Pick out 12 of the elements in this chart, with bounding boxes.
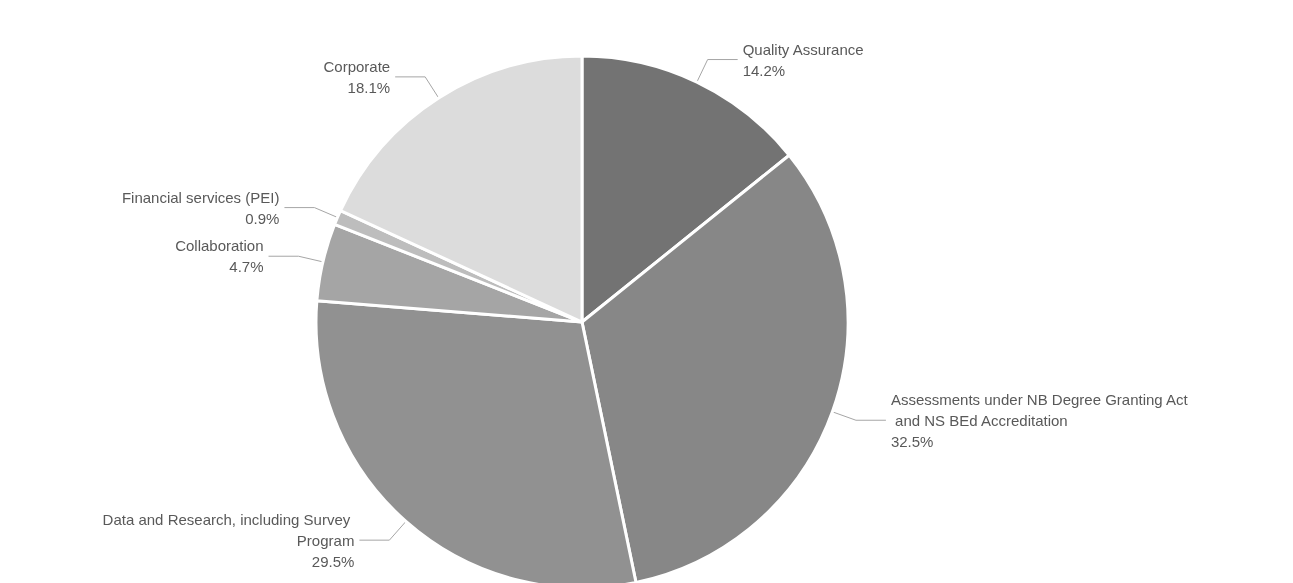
- data-label: 29.5%: [311, 552, 355, 570]
- data-label: 18.1%: [347, 78, 391, 96]
- data-label: 32.5%: [890, 432, 934, 450]
- slice-label: Financial services (PEI): [121, 188, 280, 206]
- slice-label: Collaboration: [175, 237, 264, 255]
- data-label: 14.2%: [742, 61, 786, 79]
- data-label: 0.9%: [245, 209, 280, 227]
- slice-label: Corporate: [323, 57, 391, 75]
- slice-label: Data and Research, including Survey Program: [102, 510, 355, 549]
- data-label: 4.7%: [229, 258, 264, 276]
- slice-label: Quality Assurance: [742, 40, 864, 58]
- slice-label: Assessments under NB Degree Granting Act and NS BEd Accreditation: [890, 390, 1189, 429]
